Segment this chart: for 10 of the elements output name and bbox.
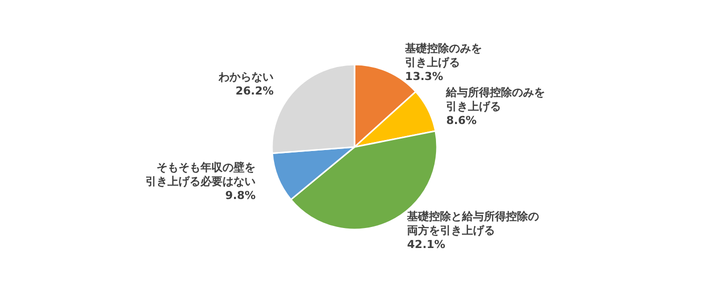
data-label: 42.1%: [407, 238, 446, 252]
data-label: 9.8%: [225, 189, 256, 202]
data-label: 8.6%: [446, 114, 477, 127]
slice-label: 基礎控除と給与所得控除の両方を引き上げる: [406, 210, 540, 238]
slice-label: 基礎控除のみを引き上げる: [404, 42, 482, 69]
data-label: 26.2%: [236, 84, 274, 98]
slice-label: わからない: [218, 70, 274, 84]
data-label: 13.3%: [405, 70, 444, 83]
slice-label: 給与所得控除のみを引き上げる: [445, 86, 546, 113]
slice-label: そもそも年収の壁を引き上げる必要はない: [146, 161, 256, 188]
